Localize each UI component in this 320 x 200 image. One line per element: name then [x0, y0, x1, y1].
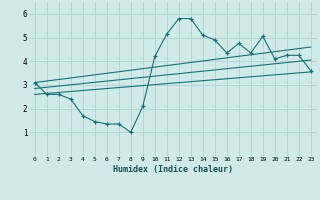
X-axis label: Humidex (Indice chaleur): Humidex (Indice chaleur)	[113, 165, 233, 174]
